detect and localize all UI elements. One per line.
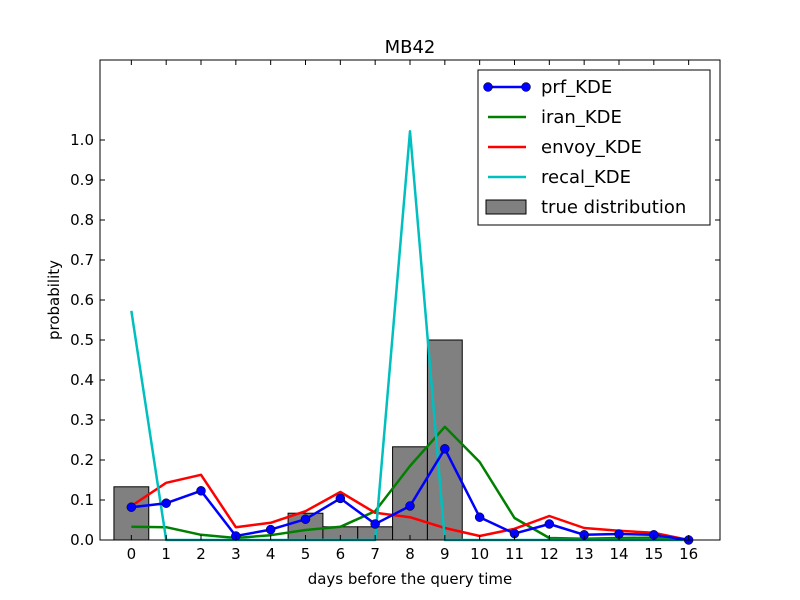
y-tick-label-3: 0.3 (70, 411, 94, 429)
x-tick-label-7: 7 (370, 545, 380, 563)
y-tick-label-7: 0.7 (70, 251, 94, 269)
x-tick-label-4: 4 (266, 545, 276, 563)
point-prf_KDE-8 (405, 501, 415, 511)
point-prf_KDE-9 (440, 444, 450, 454)
series-line-envoy_KDE (130, 473, 689, 542)
legend-label-prf_KDE: prf_KDE (541, 77, 612, 98)
x-axis-label: days before the query time (308, 570, 513, 588)
y-tick-label-4: 0.4 (70, 371, 94, 389)
point-prf_KDE-6 (335, 493, 346, 504)
x-tick-label-5: 5 (301, 545, 311, 563)
legend-swatch-true-distribution (485, 199, 527, 215)
point-prf_KDE-12 (544, 519, 555, 529)
legend-label-true-distribution: true distribution (541, 197, 686, 218)
y-tick-label-2: 0.2 (70, 451, 94, 469)
point-prf_KDE-10 (474, 512, 485, 522)
chart-title: MB42 (385, 37, 436, 58)
point-prf_KDE-1 (161, 498, 171, 508)
legend-label-iran_KDE: iran_KDE (541, 107, 622, 128)
y-axis-label: probability (45, 260, 63, 340)
y-tick-label-5: 0.5 (70, 331, 94, 349)
x-tick-label-16: 16 (679, 545, 698, 563)
legend-label-envoy_KDE: envoy_KDE (541, 137, 642, 158)
legend-marker-prf_KDE-a (483, 82, 493, 92)
x-tick-label-2: 2 (196, 545, 206, 563)
legend-label-recal_KDE: recal_KDE (541, 167, 631, 188)
x-tick-label-14: 14 (609, 545, 628, 563)
bar-true-distribution-8 (392, 446, 428, 541)
point-prf_KDE-0 (126, 502, 137, 512)
x-tick-label-1: 1 (161, 545, 171, 563)
point-prf_KDE-2 (196, 486, 206, 496)
y-tick-label-1: 0.1 (70, 491, 94, 509)
x-tick-label-11: 11 (505, 545, 524, 563)
x-tick-label-12: 12 (540, 545, 559, 563)
point-prf_KDE-7 (370, 519, 380, 529)
x-tick-label-9: 9 (440, 545, 450, 563)
x-tick-label-10: 10 (470, 545, 489, 563)
point-prf_KDE-5 (300, 514, 311, 524)
y-tick-label-6: 0.6 (70, 291, 94, 309)
x-tick-label-3: 3 (231, 545, 241, 563)
y-tick-label-8: 0.8 (70, 211, 94, 229)
x-tick-label-13: 13 (575, 545, 594, 563)
y-tick-label-10: 1.0 (70, 131, 94, 149)
bar-true-distribution-0 (113, 486, 150, 541)
x-tick-label-0: 0 (127, 545, 137, 563)
point-prf_KDE-4 (265, 524, 276, 535)
y-tick-label-0: 0.0 (70, 531, 94, 549)
y-tick-label-9: 0.9 (70, 171, 94, 189)
x-tick-label-8: 8 (405, 545, 415, 563)
x-tick-label-6: 6 (336, 545, 346, 563)
series-line-iran_KDE (131, 425, 689, 542)
x-tick-label-15: 15 (644, 545, 663, 563)
legend-marker-prf_KDE-b (521, 82, 531, 92)
